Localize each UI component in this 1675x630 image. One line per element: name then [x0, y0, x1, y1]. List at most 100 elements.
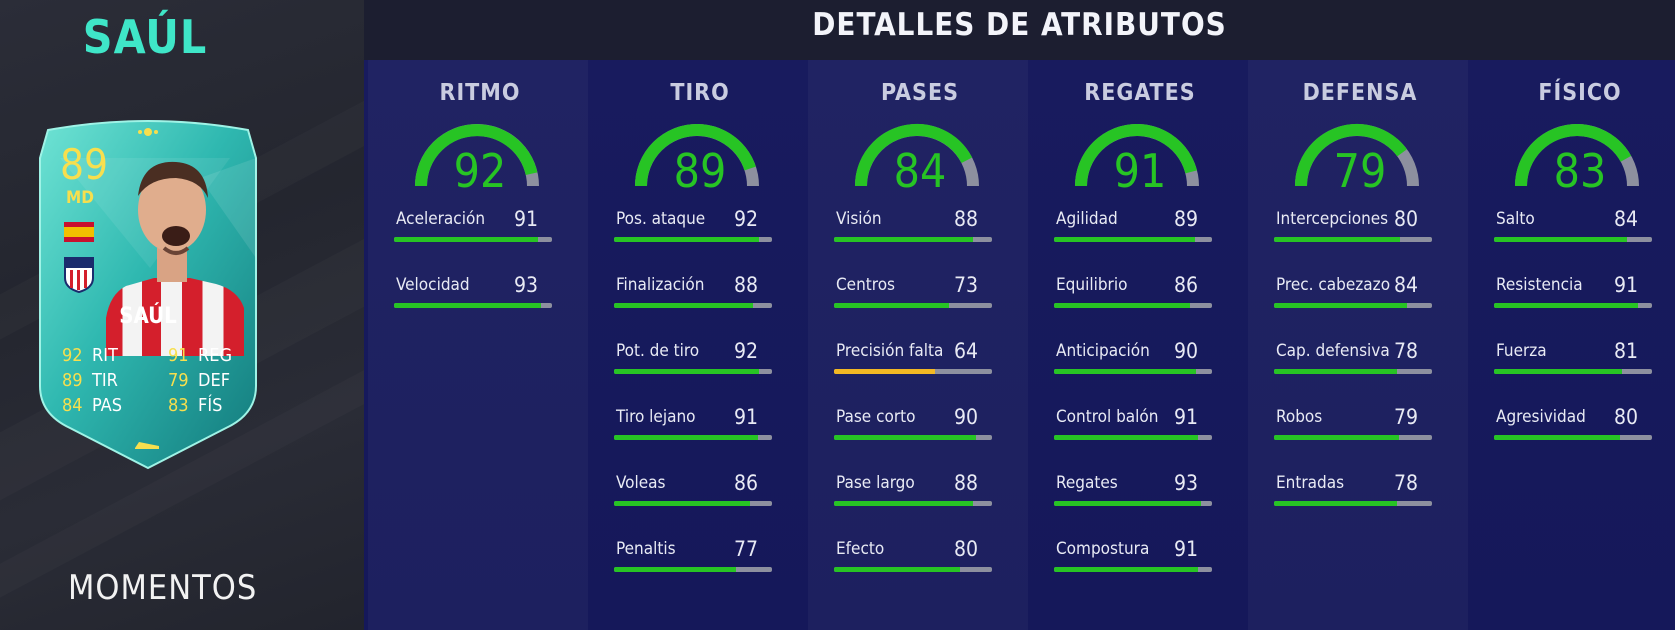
- attribute-bar: [1274, 237, 1432, 242]
- player-name-title: SAÚL: [82, 10, 208, 64]
- attribute-label: Prec. cabezazo: [1276, 275, 1391, 295]
- category-rating: 84: [893, 144, 947, 198]
- attribute-bar-fill: [1494, 435, 1621, 440]
- attribute-bar: [614, 435, 772, 440]
- attribute-label: Finalización: [616, 275, 705, 295]
- attribute-bar-fill: [614, 369, 760, 374]
- attribute-row: Agresividad 80: [1494, 405, 1652, 455]
- attribute-value: 77: [733, 537, 758, 561]
- category-gauge: [635, 124, 759, 187]
- attribute-label: Anticipación: [1056, 341, 1150, 361]
- attribute-label: Control balón: [1056, 407, 1159, 427]
- gauge-fill: [415, 124, 538, 187]
- attribute-row: Agilidad 89: [1054, 207, 1212, 257]
- attribute-value: 91: [1173, 405, 1198, 429]
- attribute-value: 73: [953, 273, 978, 297]
- attribute-row: Pase corto 90: [834, 405, 992, 455]
- attribute-row: Prec. cabezazo 84: [1274, 273, 1432, 323]
- attribute-bar-fill: [1274, 303, 1407, 308]
- gauge-fill: [635, 124, 756, 187]
- attribute-value: 80: [1613, 405, 1638, 429]
- attribute-column-físico: FÍSICO 83 Salto 84 Resistencia 91 Fuerza 81 Agre…: [1482, 60, 1675, 630]
- attribute-row: Precisión falta 64: [834, 339, 992, 389]
- attribute-row: Anticipación 90: [1054, 339, 1212, 389]
- attribute-value: 91: [1173, 537, 1198, 561]
- card-stats-left: 92 RIT 89 TIR 84 PAS: [62, 343, 122, 418]
- card-stat: 89 TIR: [62, 370, 118, 391]
- gauge-fill: [854, 123, 973, 187]
- attribute-label: Agilidad: [1056, 209, 1118, 229]
- card-position: MD: [66, 188, 94, 208]
- attribute-label: Robos: [1276, 407, 1323, 427]
- attribute-row: Salto 84: [1494, 207, 1652, 257]
- category-rating: 79: [1333, 144, 1387, 198]
- attribute-label: Compostura: [1056, 539, 1150, 559]
- attribute-value: 79: [1393, 405, 1418, 429]
- attribute-bar-fill: [834, 237, 974, 242]
- attribute-label: Precisión falta: [836, 341, 944, 361]
- attribute-row: Pase largo 88: [834, 471, 992, 521]
- attribute-value: 81: [1613, 339, 1638, 363]
- attribute-value: 89: [1173, 207, 1198, 231]
- category-gauge: [1295, 124, 1419, 187]
- attribute-bar: [614, 501, 772, 506]
- card-stat: 79 DEF: [168, 370, 231, 391]
- attribute-value: 86: [733, 471, 758, 495]
- attribute-value: 93: [513, 273, 538, 297]
- category-rating: 89: [673, 144, 727, 198]
- attribute-column-regates: REGATES 91 Agilidad 89 Equilibrio 86 Anticipac…: [1042, 60, 1238, 630]
- attribute-bar: [614, 567, 772, 572]
- boot-icon: [133, 435, 161, 449]
- attribute-value: 80: [953, 537, 978, 561]
- attribute-bar: [614, 303, 772, 308]
- attribute-column-tiro: TIRO 89 Pos. ataque 92 Finalización 88 Pot. de…: [602, 60, 798, 630]
- attribute-bar-fill: [1494, 369, 1622, 374]
- attribute-bar-fill: [614, 303, 754, 308]
- attribute-bar-fill: [614, 501, 750, 506]
- club-crest-icon: [62, 254, 96, 294]
- attribute-bar-fill: [834, 567, 961, 572]
- attribute-label: Regates: [1056, 473, 1118, 493]
- attribute-bar: [1494, 369, 1652, 374]
- attribute-bar-fill: [1054, 303, 1190, 308]
- attribute-row: Pos. ataque 92: [614, 207, 772, 257]
- attribute-bar: [834, 501, 992, 506]
- category-gauge: [854, 123, 979, 187]
- attribute-label: Intercepciones: [1276, 209, 1389, 229]
- player-card[interactable]: 89 MD SAÚL 92 RIT 89 TIR 84 PAS: [30, 118, 266, 470]
- card-stat: 84 PAS: [62, 395, 122, 416]
- attribute-label: Salto: [1496, 209, 1535, 229]
- attribute-bar: [834, 237, 992, 242]
- attribute-bar: [1054, 303, 1212, 308]
- attribute-label: Entradas: [1276, 473, 1345, 493]
- category-gauge: [1075, 123, 1199, 187]
- attribute-bar: [1494, 303, 1652, 308]
- attribute-value: 86: [1173, 273, 1198, 297]
- category-label: PASES: [880, 80, 959, 106]
- attribute-label: Aceleración: [396, 209, 486, 229]
- card-stat: 91 REG: [168, 345, 233, 366]
- attribute-row: Visión 88: [834, 207, 992, 257]
- attribute-value: 84: [1393, 273, 1418, 297]
- gauge-fill: [1515, 124, 1632, 187]
- card-stat: 92 RIT: [62, 345, 118, 366]
- attribute-bar: [1054, 501, 1212, 506]
- attribute-row: Compostura 91: [1054, 537, 1212, 587]
- attribute-row: Resistencia 91: [1494, 273, 1652, 323]
- attribute-bar-fill: [1054, 369, 1197, 374]
- attribute-value: 78: [1393, 339, 1418, 363]
- attribute-value: 64: [953, 339, 978, 363]
- attribute-value: 88: [953, 471, 978, 495]
- category-label: TIRO: [670, 80, 730, 106]
- category-rating: 92: [453, 144, 507, 198]
- card-type-label: MOMENTOS: [68, 568, 258, 608]
- page-title: DETALLES DE ATRIBUTOS: [364, 0, 1675, 60]
- spain-flag-icon: [64, 222, 94, 242]
- category-label: REGATES: [1084, 80, 1196, 106]
- attribute-value: 91: [513, 207, 538, 231]
- attribute-bar-fill: [394, 237, 538, 242]
- attribute-label: Velocidad: [396, 275, 470, 295]
- category-gauge: [415, 124, 539, 187]
- attribute-row: Centros 73: [834, 273, 992, 323]
- attributes-panel: RITMO 92 Aceleración 91 Velocidad 93 TIRO 89 Pos…: [364, 60, 1675, 630]
